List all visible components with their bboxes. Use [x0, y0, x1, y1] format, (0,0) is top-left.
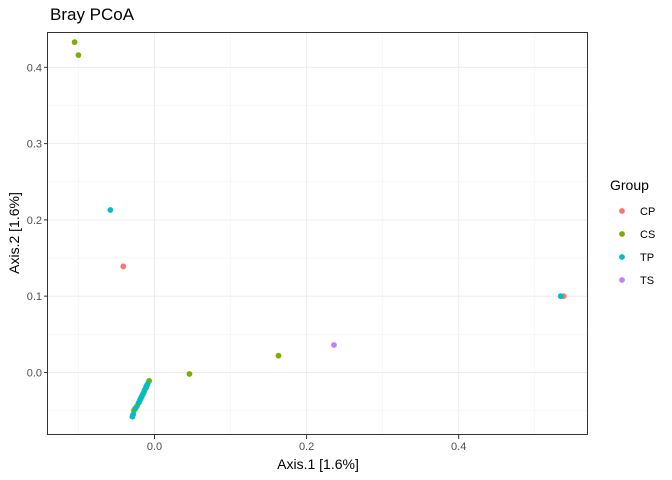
- x-tick-label: 0.4: [451, 441, 466, 453]
- y-axis-ticks: 0.0 0.1 0.2 0.3 0.4: [27, 62, 48, 379]
- legend-key-cp: [619, 208, 625, 214]
- point-tp: [107, 207, 114, 213]
- data-points: [71, 39, 567, 420]
- y-axis-title: Axis.2 [1.6%]: [6, 192, 22, 274]
- point-tp: [132, 405, 139, 412]
- point-tp: [557, 293, 564, 300]
- plot-panel-border: [47, 32, 588, 435]
- legend: Group CP CS TP TS: [610, 177, 655, 287]
- point-cs: [186, 371, 193, 377]
- point-tp: [130, 411, 137, 418]
- point-cs: [75, 52, 82, 59]
- y-tick-label: 0.4: [27, 62, 42, 74]
- y-tick-label: 0.0: [27, 367, 42, 379]
- point-cs: [275, 352, 282, 359]
- chart-title: Bray PCoA: [50, 5, 135, 24]
- point-ts: [331, 342, 337, 348]
- legend-key-cs: [619, 231, 625, 237]
- legend-label-cp: CP: [640, 206, 655, 218]
- legend-key-ts: [619, 277, 625, 283]
- point-tp: [144, 380, 151, 387]
- y-tick-label: 0.3: [27, 139, 42, 151]
- legend-title: Group: [610, 177, 649, 193]
- point-cs: [71, 39, 78, 46]
- x-tick-label: 0.2: [299, 441, 314, 453]
- x-tick-label: 0.0: [147, 441, 162, 453]
- y-tick-label: 0.1: [27, 291, 42, 303]
- legend-label-cs: CS: [640, 229, 655, 241]
- x-axis-ticks: 0.0 0.2 0.4: [147, 435, 466, 453]
- x-axis-title: Axis.1 [1.6%]: [277, 456, 359, 472]
- y-tick-label: 0.2: [27, 215, 42, 227]
- point-cp: [120, 263, 127, 270]
- legend-key-tp: [619, 254, 625, 260]
- legend-label-tp: TP: [640, 252, 654, 264]
- legend-label-ts: TS: [640, 275, 654, 287]
- grid-lines: [48, 33, 588, 435]
